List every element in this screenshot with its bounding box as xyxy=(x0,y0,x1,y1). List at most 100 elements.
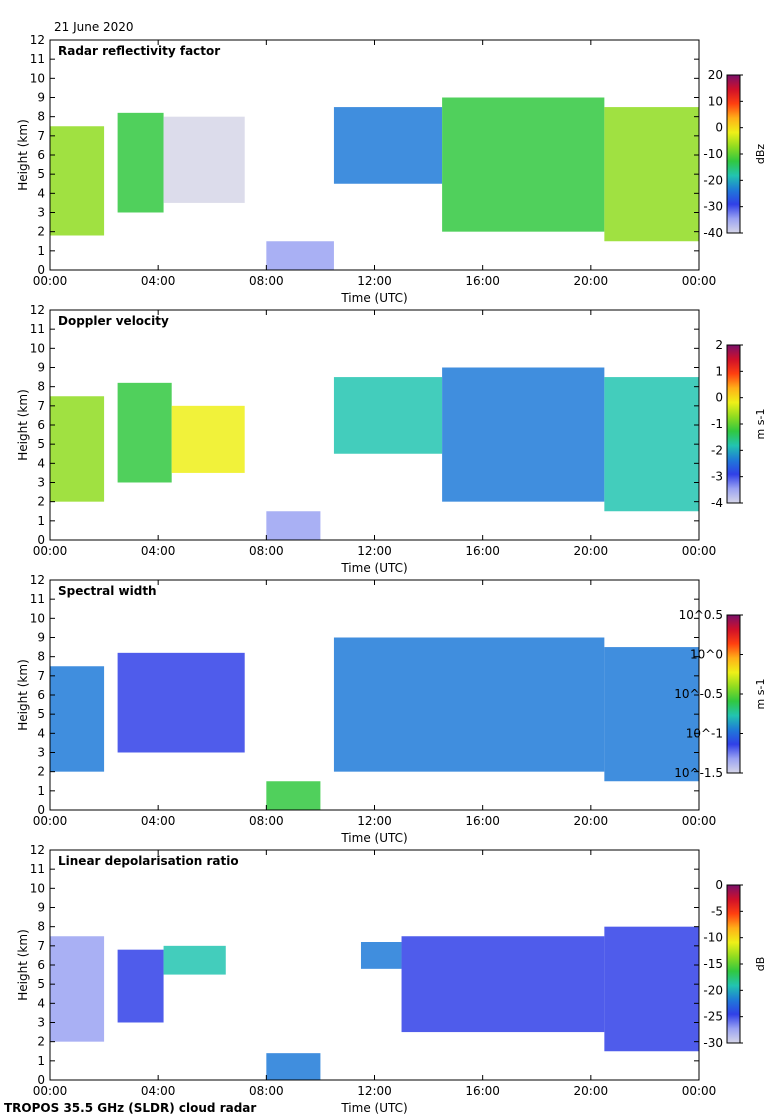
y-tick-label: 11 xyxy=(30,322,45,336)
cloud-region xyxy=(117,112,164,213)
cloud-region xyxy=(117,382,172,483)
y-tick-label: 1 xyxy=(37,784,45,798)
y-tick-label: 2 xyxy=(37,765,45,779)
colorbar-tick-label: -4 xyxy=(711,496,723,510)
colorbar-tick-label: 10^-1.5 xyxy=(674,766,723,780)
x-tick-label: 00:00 xyxy=(682,814,717,828)
y-tick-label: 6 xyxy=(37,958,45,972)
x-tick-label: 04:00 xyxy=(141,274,176,288)
cloud-region xyxy=(604,647,699,782)
y-tick-label: 6 xyxy=(37,688,45,702)
y-tick-label: 10 xyxy=(30,881,45,895)
colorbar-tick-label: 1 xyxy=(715,364,723,378)
colorbar-tick-label: -10 xyxy=(703,147,723,161)
y-tick-label: 4 xyxy=(37,456,45,470)
y-tick-label: 8 xyxy=(37,110,45,124)
y-tick-label: 5 xyxy=(37,707,45,721)
x-tick-label: 04:00 xyxy=(141,544,176,558)
y-tick-label: 0 xyxy=(37,1073,45,1087)
panel-title: Doppler velocity xyxy=(58,314,169,328)
cloud-region xyxy=(266,1053,321,1080)
y-tick-label: 3 xyxy=(37,476,45,490)
y-tick-label: 8 xyxy=(37,650,45,664)
x-tick-label: 12:00 xyxy=(357,1084,392,1098)
y-tick-label: 3 xyxy=(37,1016,45,1030)
colorbar-tick-label: -15 xyxy=(703,957,723,971)
colorbar-tick-label: 10^0.5 xyxy=(679,608,723,622)
y-tick-label: 2 xyxy=(37,495,45,509)
x-tick-label: 16:00 xyxy=(465,544,500,558)
y-axis-label: Height (km) xyxy=(16,119,30,190)
colorbar-label: m s-1 xyxy=(754,679,767,710)
y-tick-label: 4 xyxy=(37,726,45,740)
colorbar-tick-label: -25 xyxy=(703,1010,723,1024)
x-axis-label: Time (UTC) xyxy=(340,561,407,575)
x-tick-label: 16:00 xyxy=(465,1084,500,1098)
colorbar-tick-label: 20 xyxy=(708,68,723,82)
x-tick-label: 08:00 xyxy=(249,544,284,558)
cloud-region xyxy=(266,511,321,540)
colorbar-tick-label: 10^-1 xyxy=(686,727,723,741)
colorbar-label: m s-1 xyxy=(754,409,767,440)
colorbar-tick-label: 0 xyxy=(715,391,723,405)
x-tick-label: 04:00 xyxy=(141,1084,176,1098)
x-tick-label: 20:00 xyxy=(574,274,609,288)
y-tick-label: 7 xyxy=(37,939,45,953)
cloud-region xyxy=(163,116,245,203)
cloud-region xyxy=(50,126,105,236)
colorbar-tick-label: 10^0 xyxy=(690,648,723,662)
colorbar-tick-label: -20 xyxy=(703,983,723,997)
y-tick-label: 2 xyxy=(37,1035,45,1049)
x-tick-label: 00:00 xyxy=(682,1084,717,1098)
y-tick-label: 8 xyxy=(37,380,45,394)
y-tick-label: 5 xyxy=(37,977,45,991)
colorbar-tick-label: -30 xyxy=(703,200,723,214)
cloud-region xyxy=(50,666,105,772)
colorbar-tick-label: 0 xyxy=(715,878,723,892)
y-tick-label: 12 xyxy=(30,303,45,317)
colorbar-tick-label: 0 xyxy=(715,121,723,135)
x-tick-label: 12:00 xyxy=(357,814,392,828)
cloud-region xyxy=(117,949,164,1023)
x-tick-label: 00:00 xyxy=(33,1084,68,1098)
cloud-region xyxy=(333,637,605,772)
y-tick-label: 1 xyxy=(37,244,45,258)
y-tick-label: 12 xyxy=(30,33,45,47)
colorbar-tick-label: 10 xyxy=(708,94,723,108)
x-tick-label: 08:00 xyxy=(249,274,284,288)
colorbar-tick-label: 10^-0.5 xyxy=(674,687,723,701)
x-tick-label: 00:00 xyxy=(682,274,717,288)
y-tick-label: 8 xyxy=(37,920,45,934)
colorbar xyxy=(726,884,741,1044)
y-tick-label: 4 xyxy=(37,186,45,200)
x-tick-label: 16:00 xyxy=(465,814,500,828)
x-axis-label: Time (UTC) xyxy=(340,291,407,305)
colorbar-label: dB xyxy=(754,957,767,972)
y-tick-label: 10 xyxy=(30,611,45,625)
cloud-region xyxy=(266,241,334,270)
y-tick-label: 9 xyxy=(37,901,45,915)
cloud-region xyxy=(604,377,699,512)
colorbar-tick-label: -30 xyxy=(703,1036,723,1050)
colorbar-tick-label: -5 xyxy=(711,904,723,918)
x-tick-label: 00:00 xyxy=(33,274,68,288)
y-tick-label: 11 xyxy=(30,592,45,606)
y-tick-label: 5 xyxy=(37,437,45,451)
cloud-region xyxy=(442,97,605,232)
cloud-region xyxy=(333,107,443,184)
colorbar xyxy=(726,344,741,504)
y-tick-label: 1 xyxy=(37,1054,45,1068)
y-tick-label: 3 xyxy=(37,746,45,760)
y-tick-label: 3 xyxy=(37,206,45,220)
cloud-region xyxy=(117,652,245,753)
y-tick-label: 12 xyxy=(30,843,45,857)
x-tick-label: 00:00 xyxy=(33,814,68,828)
y-tick-label: 11 xyxy=(30,52,45,66)
panel-title: Linear depolarisation ratio xyxy=(58,854,239,868)
y-axis-label: Height (km) xyxy=(16,929,30,1000)
x-tick-label: 12:00 xyxy=(357,544,392,558)
x-tick-label: 04:00 xyxy=(141,814,176,828)
